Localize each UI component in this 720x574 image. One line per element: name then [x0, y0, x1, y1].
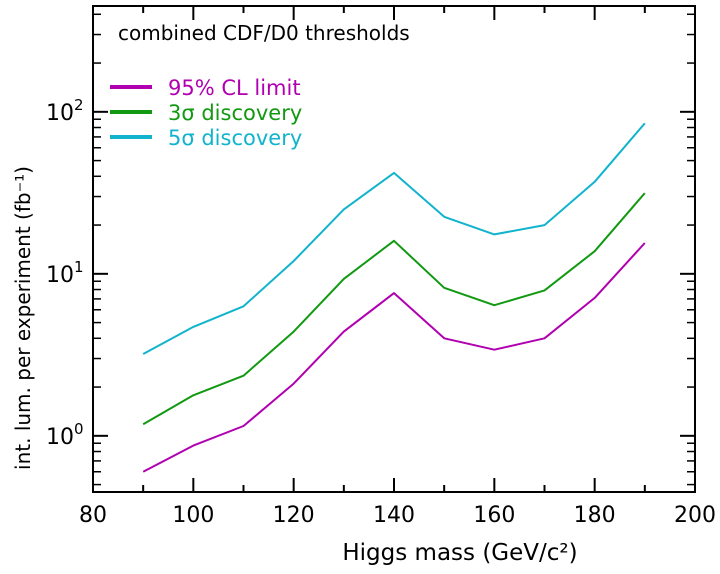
chart-title: combined CDF/D0 thresholds: [118, 21, 410, 45]
y-tick-label: 100: [46, 420, 84, 450]
plot-frame: [92, 5, 696, 493]
y-tick-base: 10: [46, 263, 74, 288]
y-tick-label: 101: [46, 258, 84, 288]
y-tick-exponent: 0: [74, 420, 84, 438]
x-tick-label: 80: [79, 503, 107, 528]
x-axis-ticks: 80 100 120 140 160 180 200: [79, 6, 716, 528]
series-line-2: [142, 192, 646, 426]
legend-label-1: 95% CL limit: [168, 76, 301, 100]
x-tick-label: 100: [172, 503, 214, 528]
y-tick-label: 102: [46, 96, 84, 126]
series-line-3: [142, 122, 646, 355]
legend-label-3: 5σ discovery: [168, 126, 302, 150]
series-layer: [142, 122, 646, 473]
x-tick-label: 200: [674, 503, 716, 528]
x-tick-label: 120: [273, 503, 315, 528]
series-line-1: [142, 242, 646, 473]
x-tick-label: 160: [473, 503, 515, 528]
y-tick-base: 10: [46, 425, 74, 450]
y-axis-label: int. lum. per experiment (fb⁻¹): [11, 166, 35, 470]
x-tick-label: 140: [373, 503, 415, 528]
x-axis-label: Higgs mass (GeV/c²): [342, 540, 577, 566]
x-tick-label: 180: [574, 503, 616, 528]
y-tick-exponent: 2: [74, 96, 84, 114]
y-tick-exponent: 1: [74, 258, 84, 276]
y-tick-base: 10: [46, 101, 74, 126]
legend-label-2: 3σ discovery: [168, 101, 302, 125]
